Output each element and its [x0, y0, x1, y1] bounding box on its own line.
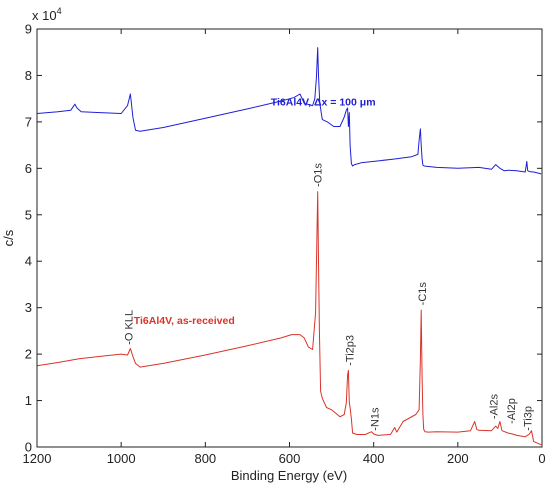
peak-annotation: -O KLL — [124, 310, 136, 345]
y-tick-label: 9 — [25, 22, 32, 37]
y-tick-label: 5 — [25, 207, 32, 222]
x-axis-label: Binding Energy (eV) — [231, 468, 347, 483]
y-tick-label: 7 — [25, 114, 32, 129]
y-tick-label: 8 — [25, 68, 32, 83]
y-tick-label: 2 — [25, 347, 32, 362]
peak-annotation: -Ti2p3 — [344, 335, 356, 366]
y-tick-label: 4 — [25, 254, 32, 269]
y-multiplier-exponent: 4 — [57, 6, 62, 16]
series-layer — [36, 47, 542, 446]
labels-layer: Ti6Al4V, Δx = 100 μm Ti6Al4V, as-received… — [124, 97, 535, 431]
y-tick-label: 6 — [25, 161, 32, 176]
series-label-2: Ti6Al4V, as-received — [134, 315, 235, 327]
x-tick-label: 1200 — [23, 451, 52, 466]
ticks-layer: 1200 1000 800 600 400 200 0 0 1 2 3 4 5 6 7 8 9 — [23, 22, 546, 467]
peak-annotation: -O1s — [313, 163, 325, 187]
series-label-1: Ti6Al4V, Δx = 100 μm — [271, 97, 376, 109]
y-tick-label: 0 — [25, 440, 32, 455]
series-line-2 — [36, 191, 542, 446]
y-multiplier-base: x 10 — [32, 8, 57, 23]
y-axis-multiplier: x 104 — [32, 6, 62, 23]
series-line-1 — [36, 47, 542, 175]
y-axis-label: c/s — [1, 229, 16, 246]
peak-annotation: -N1s — [370, 407, 382, 431]
x-tick-label: 0 — [538, 451, 545, 466]
peak-annotation: -C1s — [417, 282, 429, 306]
peak-annotation: -Ti3p — [523, 406, 535, 431]
x-tick-label: 600 — [279, 451, 301, 466]
peak-annotation: -Al2p — [506, 398, 518, 424]
y-tick-label: 3 — [25, 300, 32, 315]
x-tick-label: 1000 — [107, 451, 136, 466]
y-tick-label: 1 — [25, 393, 32, 408]
x-tick-label: 800 — [194, 451, 216, 466]
peak-annotation: -Al2s — [489, 394, 501, 420]
x-tick-label: 400 — [363, 451, 385, 466]
x-tick-label: 200 — [447, 451, 469, 466]
